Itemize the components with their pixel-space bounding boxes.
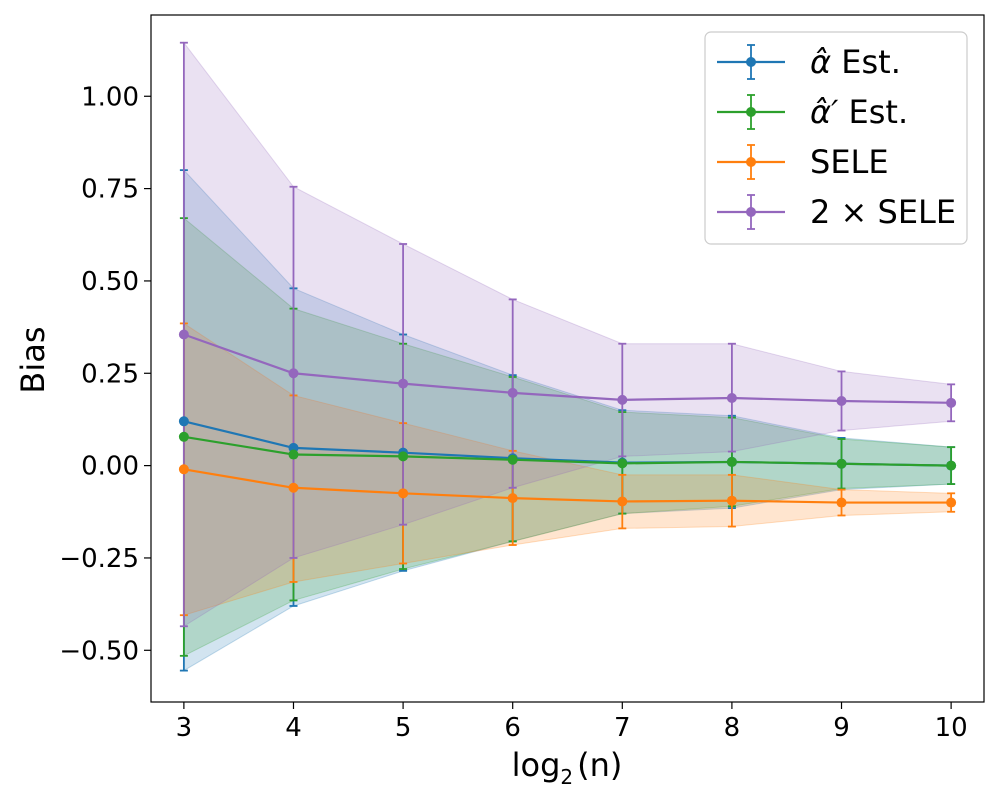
point-SELE xyxy=(617,496,628,507)
point-2xSELE xyxy=(617,394,628,405)
x-axis: 3 4 5 6 7 8 9 10 xyxy=(176,702,968,743)
legend-label-alpha-hat: α̂ Est. xyxy=(810,43,901,81)
point-alpha-hat-prime xyxy=(617,458,628,469)
point-2xSELE xyxy=(178,329,189,340)
legend-marker xyxy=(746,157,756,167)
legend-label-alpha-hat-prime: α̂′ Est. xyxy=(810,93,908,131)
legend-entry-2xSELE: 2 × SELE xyxy=(717,193,956,231)
point-alpha-hat xyxy=(178,416,189,427)
y-tick-label: 1.00 xyxy=(81,82,139,112)
y-tick-label: −0.25 xyxy=(59,544,139,574)
point-SELE xyxy=(726,495,737,506)
point-SELE xyxy=(398,488,409,499)
y-tick-label: 0.25 xyxy=(81,359,139,389)
legend-text: Est. xyxy=(838,93,908,131)
y-axis: −0.50 −0.25 0.00 0.25 0.50 0.75 1.00 xyxy=(59,82,151,666)
point-SELE xyxy=(836,497,847,508)
y-tick-label: −0.50 xyxy=(59,636,139,666)
x-tick-label: 6 xyxy=(504,713,521,743)
point-alpha-hat-prime xyxy=(288,449,299,460)
point-2xSELE xyxy=(946,397,957,408)
point-2xSELE xyxy=(726,393,737,404)
y-tick-label: 0.75 xyxy=(81,175,139,205)
series-lines xyxy=(183,333,952,504)
x-tick-label: 8 xyxy=(724,713,741,743)
legend-symbol: α̂ xyxy=(810,43,831,81)
legend-entry-alpha-hat: α̂ Est. xyxy=(717,43,901,81)
data-points xyxy=(178,329,957,508)
legend-entry-SELE: SELE xyxy=(717,143,889,181)
x-tick-label: 10 xyxy=(935,713,968,743)
legend-entry-alpha-hat-prime: α̂′ Est. xyxy=(717,93,908,131)
y-tick-label: 0.50 xyxy=(81,267,139,297)
point-SELE xyxy=(507,493,518,504)
plot-frame xyxy=(150,14,985,703)
line-alpha-hat-prime xyxy=(183,435,952,467)
y-tick-label: 0.00 xyxy=(81,452,139,482)
point-2xSELE xyxy=(836,395,847,406)
legend-text: Est. xyxy=(831,43,901,81)
x-tick-label: 7 xyxy=(614,713,631,743)
legend-symbol: α̂′ xyxy=(810,93,839,131)
point-SELE xyxy=(178,464,189,475)
point-alpha-hat-prime xyxy=(178,431,189,442)
line-2xSELE xyxy=(183,333,952,404)
x-tick-label: 4 xyxy=(285,713,302,743)
legend-label-2xSELE: 2 × SELE xyxy=(810,193,956,231)
legend-marker xyxy=(746,57,756,67)
line-SELE xyxy=(183,468,952,504)
point-alpha-hat-prime xyxy=(946,460,957,471)
x-axis-label-log: log xyxy=(512,746,561,784)
x-axis-label-sub: 2 xyxy=(560,765,573,789)
x-axis-label: log2 (n) xyxy=(512,746,623,789)
x-tick-label: 5 xyxy=(395,713,412,743)
point-alpha-hat-prime xyxy=(507,454,518,465)
point-2xSELE xyxy=(288,368,299,379)
legend-marker xyxy=(746,107,756,117)
point-alpha-hat-prime xyxy=(398,451,409,462)
legend-box xyxy=(704,31,968,245)
y-axis-label: Bias xyxy=(14,326,52,393)
legend-text: 2 × SELE xyxy=(810,193,956,231)
point-SELE xyxy=(946,497,957,508)
legend-marker xyxy=(746,207,756,217)
x-axis-label-arg: (n) xyxy=(577,746,622,784)
legend-label-SELE: SELE xyxy=(810,143,889,181)
point-alpha-hat-prime xyxy=(726,456,737,467)
point-2xSELE xyxy=(507,387,518,398)
point-SELE xyxy=(288,482,299,493)
point-alpha-hat-prime xyxy=(836,458,847,469)
point-2xSELE xyxy=(398,378,409,389)
x-tick-label: 3 xyxy=(176,713,193,743)
legend-text: SELE xyxy=(810,143,889,181)
x-tick-label: 9 xyxy=(833,713,850,743)
